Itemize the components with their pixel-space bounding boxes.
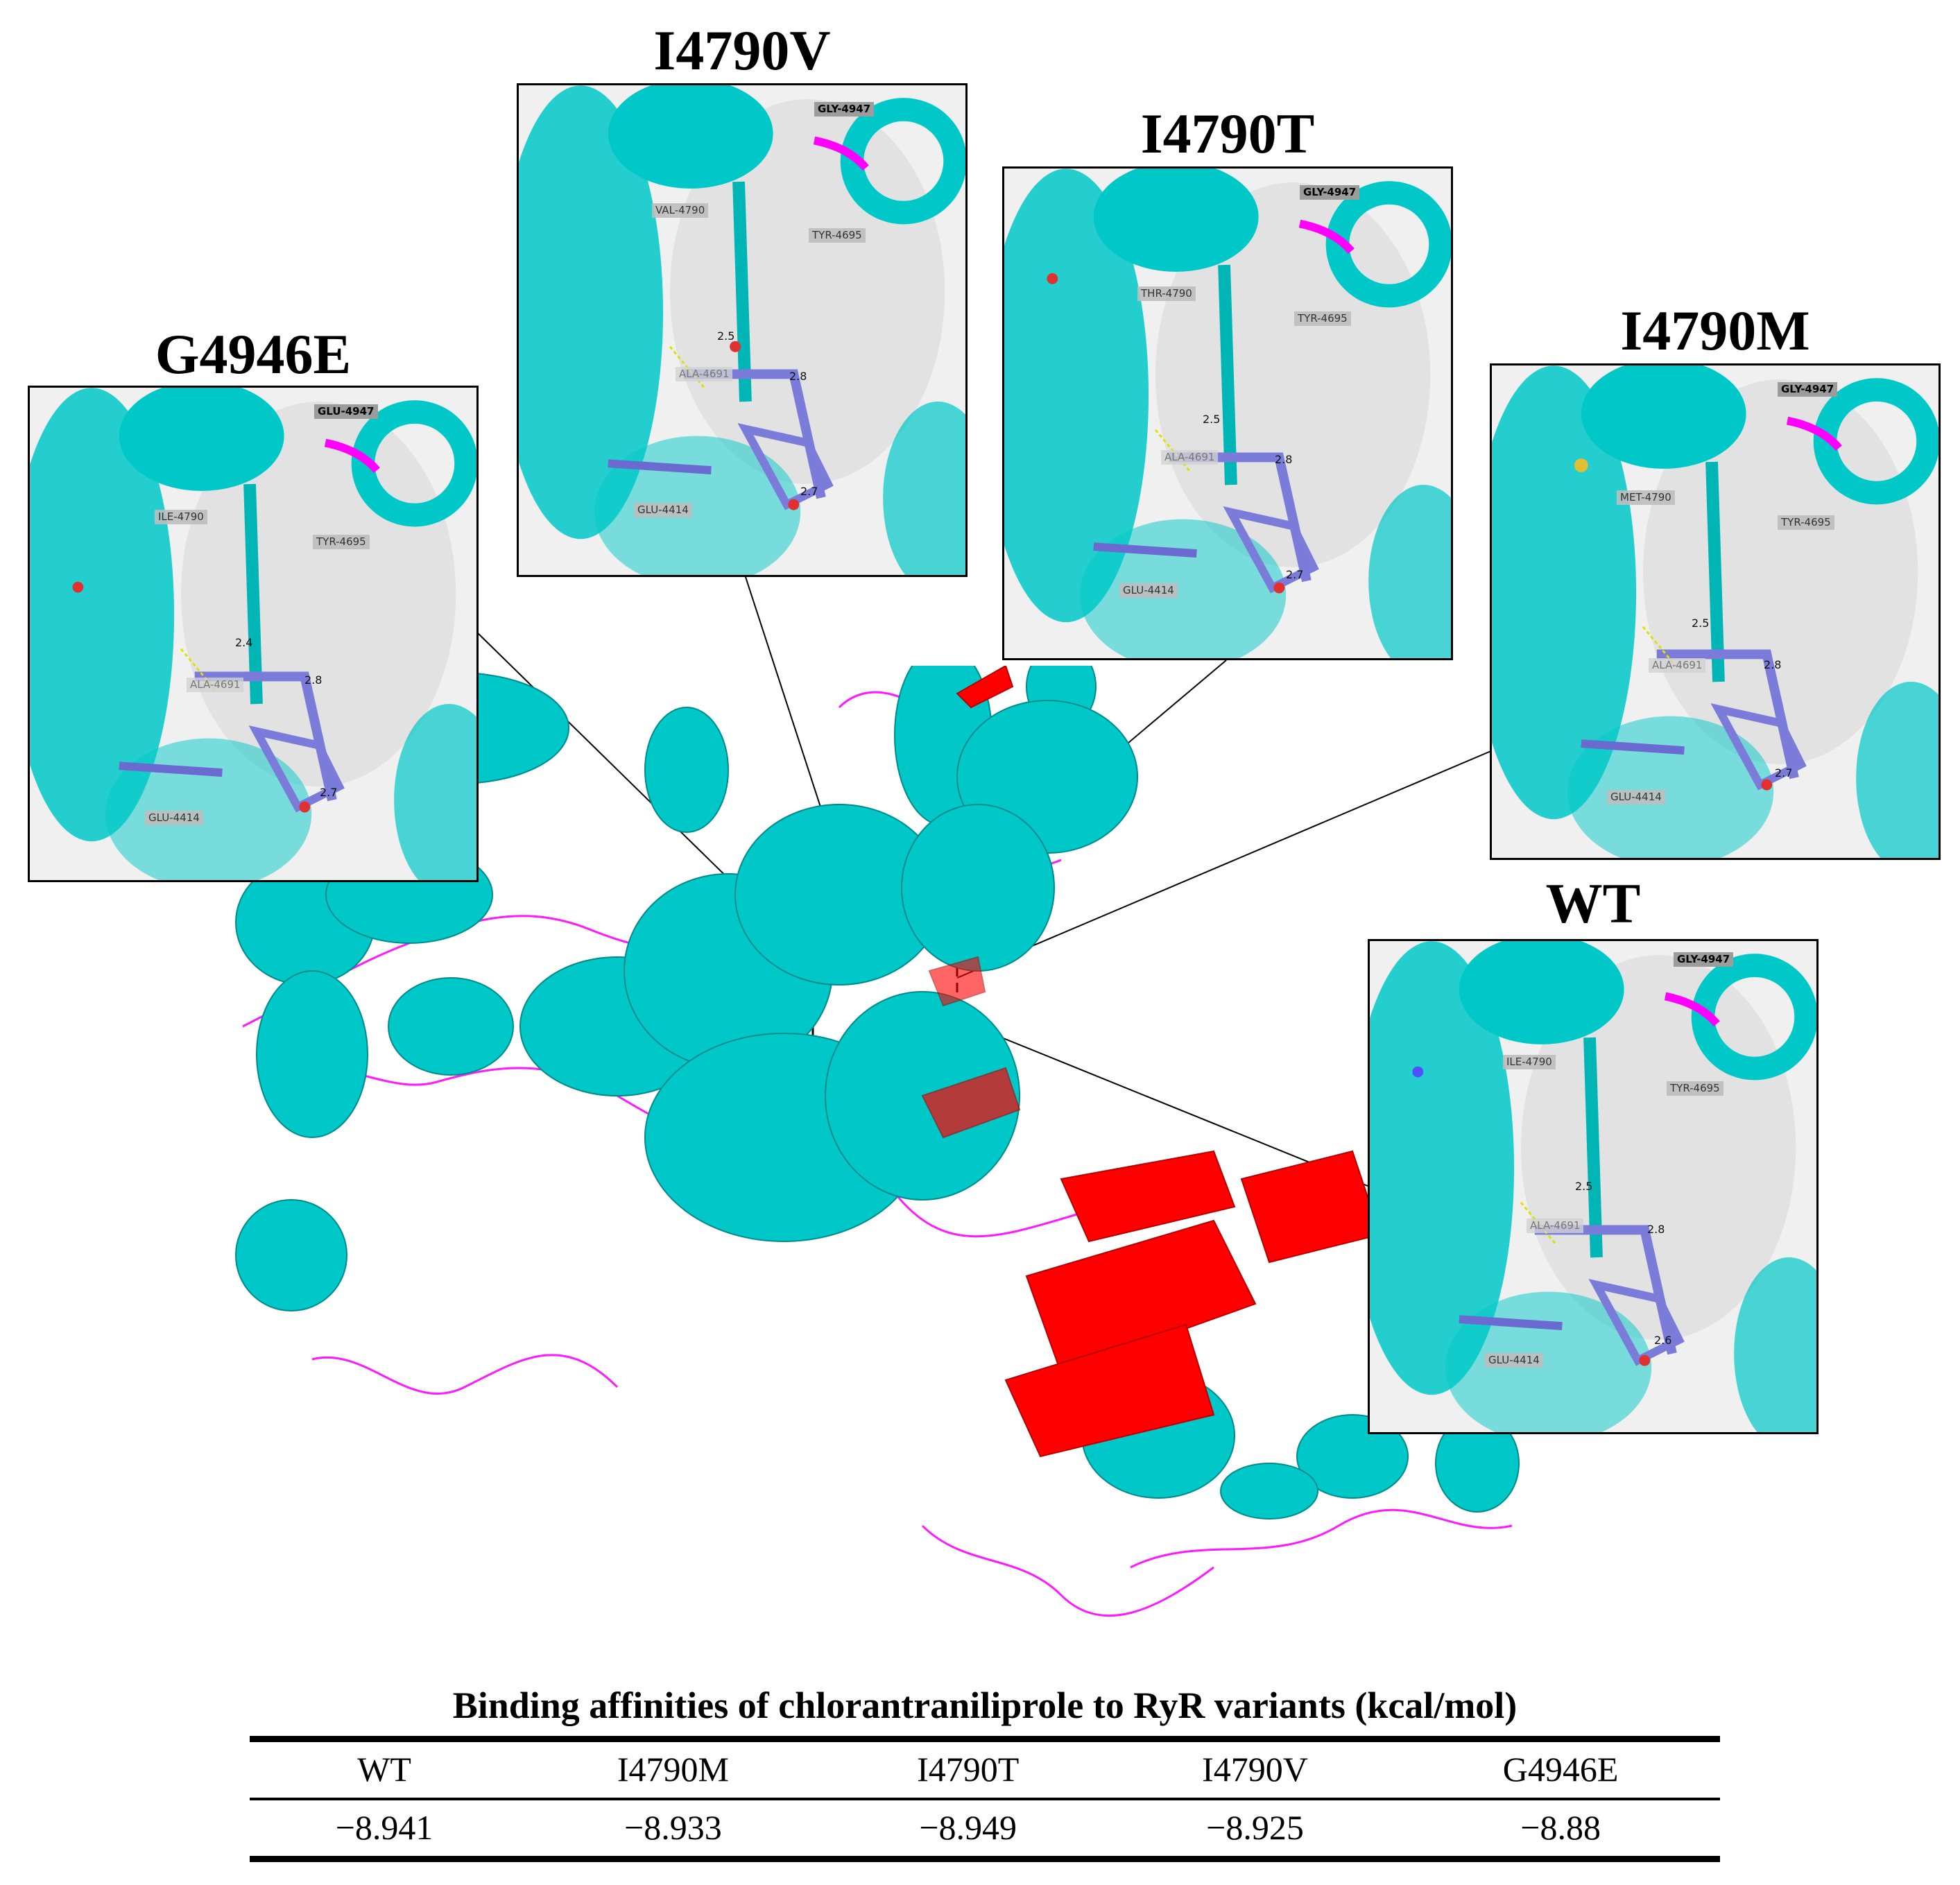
panel-title-i4790m: I4790M: [1620, 299, 1810, 362]
residue-label-top: GLY-4947: [814, 102, 875, 117]
distance-label-2: 2.8: [1275, 453, 1293, 466]
panel-title-wt: WT: [1545, 872, 1641, 935]
residue-label-4790: ILE-4790: [1503, 1055, 1556, 1069]
residue-label-4790: MET-4790: [1617, 490, 1675, 505]
residue-label-top: GLY-4947: [1300, 185, 1360, 200]
residue-label-glu: GLU-4414: [1485, 1353, 1543, 1368]
residue-label-glu: GLU-4414: [634, 503, 692, 517]
table-header-cell: I4790V: [1202, 1750, 1308, 1789]
residue-label-ala: ALA-4691: [1649, 658, 1706, 673]
distance-label-3: 2.7: [1775, 766, 1793, 780]
residue-label-ala: ALA-4691: [1161, 450, 1219, 465]
binding-site-render: [1492, 365, 1938, 858]
distance-label-3: 2.7: [320, 786, 338, 799]
distance-label-1: 2.5: [1692, 617, 1710, 630]
residue-label-tyr: TYR-4695: [313, 535, 370, 549]
binding-site-render: [519, 85, 965, 575]
residue-label-tyr: TYR-4695: [1667, 1081, 1723, 1096]
panel-i4790v: GLY-4947 VAL-4790 TYR-4695 ALA-4691 GLU-…: [517, 83, 968, 577]
residue-label-4790: VAL-4790: [652, 203, 709, 218]
distance-label-1: 2.5: [1575, 1180, 1593, 1193]
distance-label-2: 2.8: [1764, 658, 1782, 671]
distance-label-2: 2.8: [304, 673, 323, 687]
residue-label-ala: ALA-4691: [187, 678, 244, 692]
table-cell: −8.949: [919, 1808, 1017, 1848]
residue-label-4790: ILE-4790: [155, 510, 207, 524]
binding-affinity-table-section: Binding affinities of chlorantraniliprol…: [250, 1685, 1720, 1862]
distance-label-2: 2.8: [1647, 1223, 1665, 1236]
table-title: Binding affinities of chlorantraniliprol…: [452, 1685, 1518, 1726]
distance-label-3: 2.7: [1286, 568, 1304, 581]
distance-label-3: 2.7: [800, 485, 818, 498]
panel-title-i4790t: I4790T: [1140, 102, 1315, 165]
residue-label-ala: ALA-4691: [1527, 1219, 1584, 1233]
residue-label-4790: THR-4790: [1137, 286, 1196, 301]
panel-i4790t: GLY-4947 THR-4790 TYR-4695 ALA-4691 GLU-…: [1002, 166, 1453, 660]
panel-wt: GLY-4947 ILE-4790 TYR-4695 ALA-4691 GLU-…: [1368, 939, 1819, 1434]
residue-label-ala: ALA-4691: [676, 367, 733, 381]
distance-label-2: 2.8: [789, 370, 807, 383]
beta-sheets: [921, 666, 1382, 1458]
distance-label-1: 2.5: [717, 329, 735, 343]
table-cell: −8.933: [624, 1808, 722, 1848]
table-header-cell: WT: [357, 1750, 411, 1789]
residue-label-glu: GLU-4414: [1607, 790, 1665, 804]
residue-label-tyr: TYR-4695: [1778, 515, 1834, 530]
table-cell: −8.941: [335, 1808, 433, 1848]
distance-label-1: 2.4: [235, 636, 253, 649]
panel-g4946e: GLU-4947 ILE-4790 TYR-4695 ALA-4691 GLU-…: [28, 386, 479, 882]
residue-label-tyr: TYR-4695: [809, 228, 866, 243]
binding-site-render: [1370, 941, 1816, 1432]
panel-title-g4946e: G4946E: [155, 322, 352, 386]
residue-label-top: GLU-4947: [314, 404, 378, 419]
residue-label-glu: GLU-4414: [145, 811, 203, 825]
distance-label-1: 2.5: [1203, 413, 1221, 426]
table-row: −8.941 −8.933 −8.949 −8.925 −8.88: [250, 1799, 1720, 1859]
helix-domain-upper: [894, 666, 1138, 972]
table-header-row: WT I4790M I4790T I4790V G4946E: [250, 1739, 1720, 1800]
panel-title-i4790v: I4790V: [653, 19, 831, 82]
binding-site-render: [1004, 169, 1451, 658]
table-header-cell: G4946E: [1502, 1750, 1619, 1789]
distance-label-3: 2.6: [1654, 1334, 1672, 1347]
residue-label-glu: GLU-4414: [1119, 583, 1178, 598]
table-header-cell: I4790T: [917, 1750, 1020, 1789]
table-cell: −8.925: [1206, 1808, 1304, 1848]
table-header-cell: I4790M: [617, 1750, 729, 1789]
panel-i4790m: GLY-4947 MET-4790 TYR-4695 ALA-4691 GLU-…: [1490, 363, 1941, 860]
residue-label-tyr: TYR-4695: [1294, 311, 1351, 326]
binding-site-render: [30, 388, 476, 880]
residue-label-top: GLY-4947: [1674, 952, 1734, 967]
residue-label-top: GLY-4947: [1778, 382, 1838, 397]
binding-affinity-table: WT I4790M I4790T I4790V G4946E −8.941 −8…: [250, 1736, 1720, 1862]
table-cell: −8.88: [1520, 1808, 1601, 1848]
